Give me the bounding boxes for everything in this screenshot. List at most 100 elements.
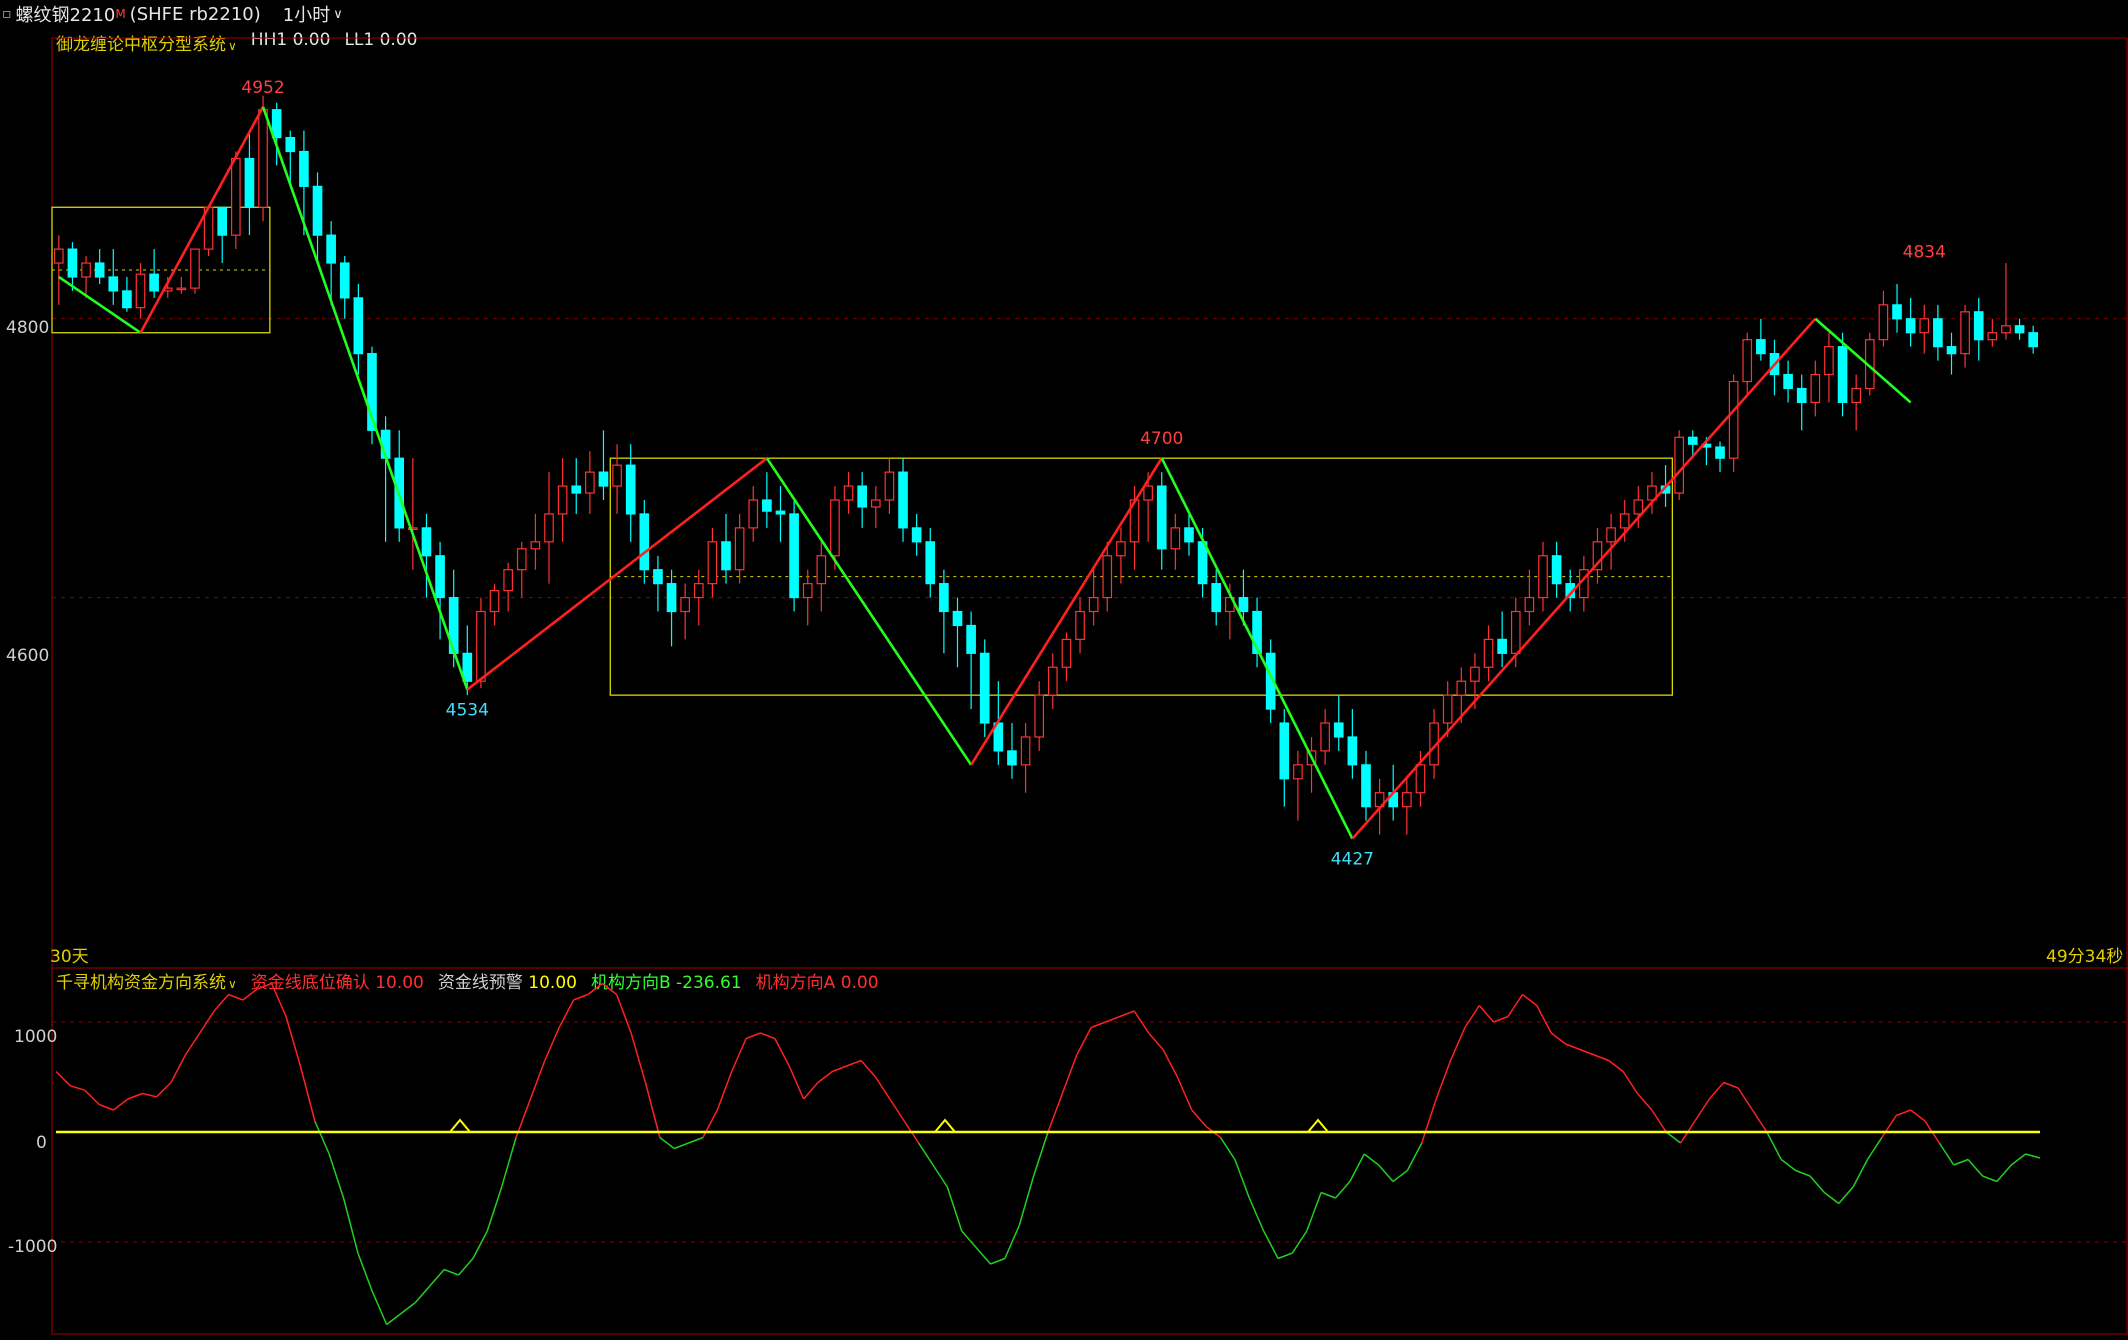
flow-segment (1751, 1109, 1768, 1133)
symbol-name[interactable]: 螺纹钢2210 (15, 5, 116, 26)
candle (1524, 569, 1535, 626)
candle (653, 555, 663, 612)
candle (1075, 597, 1085, 654)
chevron-down-icon: ∨ (228, 39, 237, 53)
flow-segment (544, 1027, 560, 1061)
candle-body (476, 610, 486, 682)
candle (1061, 632, 1072, 682)
sub-indicator-legend: 千寻机构资金方向系统 ∨ 资金线底位确认 10.00 资金线预警 10.00 机构… (56, 968, 879, 993)
main-contract-badge: M (115, 7, 126, 21)
candle-body (367, 353, 377, 431)
flow-segment (1953, 1158, 1969, 1166)
candle (1960, 304, 1970, 368)
flow-segment (55, 1070, 71, 1087)
candle-body (625, 464, 636, 515)
candle (1837, 332, 1848, 417)
candle-body (1837, 346, 1848, 404)
flow-segment (500, 1137, 517, 1188)
candle (544, 472, 554, 584)
candle (1483, 625, 1494, 682)
chevron-down-icon[interactable]: ∨ (333, 6, 343, 22)
candle-body (271, 109, 282, 139)
grid-lines (52, 318, 2128, 1243)
candle-body (1415, 764, 1426, 794)
candle-body (1606, 527, 1616, 543)
candle-body (1946, 346, 1957, 355)
candle (1878, 290, 1889, 347)
candle-body (544, 513, 554, 543)
candle-body (1973, 311, 1984, 341)
flow-segment (213, 994, 230, 1012)
flow-segment (1708, 1082, 1725, 1100)
main-indicator-selector[interactable]: 御龙缠论中枢分型系统 ∨ (56, 35, 237, 55)
candle (789, 500, 799, 612)
candle-body (1007, 750, 1017, 766)
candle (408, 458, 418, 570)
candle-body (1592, 541, 1603, 571)
flow-segment (601, 982, 618, 996)
candle (1211, 569, 1222, 626)
candle (149, 249, 159, 298)
flow-segment (1234, 1159, 1250, 1199)
candle (816, 541, 827, 612)
candle (952, 597, 963, 668)
candle (1047, 653, 1058, 710)
flow-segment (1291, 1230, 1308, 1254)
candle (176, 276, 187, 294)
candle-body (925, 541, 936, 585)
candle-body (299, 150, 309, 187)
flow-segment (285, 1016, 302, 1067)
candle-body (1470, 666, 1480, 682)
candle (1252, 597, 1262, 668)
flow-segment (1449, 1027, 1466, 1061)
candle-body (217, 206, 228, 236)
flow-segment (1579, 1048, 1595, 1056)
y-axis-label-4800: 4800 (6, 318, 50, 338)
flow-segment (1191, 1109, 1207, 1127)
flow-segment (228, 993, 244, 1001)
candle-body (979, 652, 990, 724)
flow-segment (98, 1103, 114, 1111)
window-menu-icon[interactable]: ▫ (2, 6, 12, 22)
candle-body (149, 273, 159, 292)
flow-segment (2025, 1153, 2041, 1159)
flow-segment (113, 1098, 129, 1111)
candle-body (1075, 610, 1085, 640)
candle-body (1034, 694, 1045, 738)
candle-body (1824, 346, 1834, 376)
candle (1279, 709, 1290, 807)
flow-segment (1032, 1131, 1049, 1177)
flow-segment (1162, 1049, 1179, 1078)
candle (81, 256, 91, 298)
candle-body (1619, 513, 1630, 529)
candle (285, 130, 296, 187)
candle-body (884, 471, 895, 501)
flow-segment (788, 1065, 805, 1100)
candle (1293, 750, 1303, 821)
zigzag-lines (58, 106, 1912, 840)
candle (231, 151, 241, 250)
candle (1361, 750, 1371, 821)
candle (1184, 513, 1194, 556)
candle-body (952, 610, 963, 627)
candle-body (598, 471, 609, 487)
candle (1633, 486, 1644, 528)
candle (979, 639, 990, 737)
candle-body (571, 485, 582, 494)
flow-segment (1493, 1015, 1509, 1023)
sub-indicator-selector[interactable]: 千寻机构资金方向系统 ∨ (56, 973, 237, 993)
candle-body (1456, 680, 1467, 696)
candle (1347, 709, 1358, 779)
candle-body (2001, 325, 2011, 334)
candle-body (1524, 596, 1535, 613)
candle-body (1497, 638, 1507, 654)
flow-segment (615, 994, 632, 1034)
candle (762, 472, 772, 528)
candle-body (231, 157, 241, 236)
candle (1034, 681, 1045, 751)
period-selector[interactable]: 1小时 (282, 5, 331, 26)
peak-label-4834: 4834 (1903, 242, 1946, 262)
flow-segment (630, 1032, 647, 1083)
flow-segment (1852, 1159, 1869, 1188)
